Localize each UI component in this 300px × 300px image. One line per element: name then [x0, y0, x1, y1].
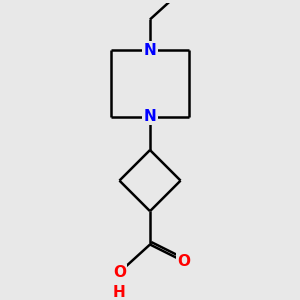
Text: O: O: [113, 265, 126, 280]
Text: N: N: [144, 109, 156, 124]
Text: N: N: [144, 43, 156, 58]
Text: H: H: [113, 285, 126, 300]
Text: O: O: [177, 254, 190, 269]
